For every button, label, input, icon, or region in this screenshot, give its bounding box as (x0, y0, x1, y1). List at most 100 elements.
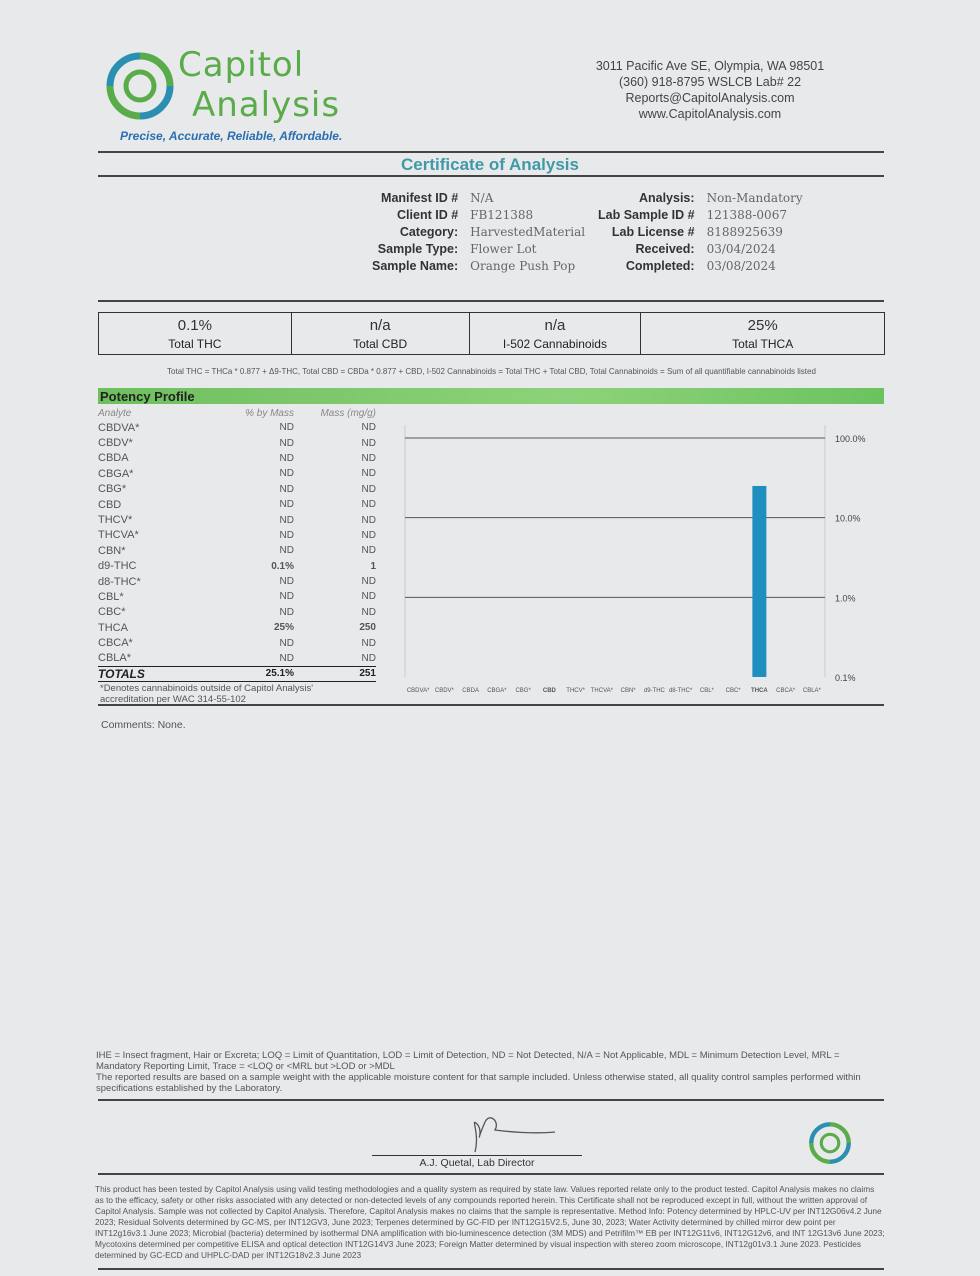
page-title: Certificate of Analysis (401, 155, 579, 174)
value-cell: ND (279, 468, 294, 480)
value-cell: 250 (359, 622, 376, 634)
divider (98, 1173, 884, 1175)
table-row: CBLA* ND ND (98, 651, 376, 666)
analyte-cell: CBG* (98, 483, 127, 496)
totals-cell: 251 (294, 665, 376, 683)
value-cell: ND (361, 545, 376, 557)
summary-label: Total CBD (353, 337, 408, 351)
x-tick-label: CBD (543, 688, 557, 694)
analyte-cell: CBDA (98, 452, 129, 465)
info-label: Manifest ID # (381, 191, 459, 205)
totals-cell: 25.1% (202, 665, 294, 683)
value-cell: ND (361, 576, 376, 588)
summary-cell: n/a Total CBD (292, 313, 470, 354)
potency-header: Potency Profile (98, 388, 884, 404)
signatory: A.J. Quetal, Lab Director (419, 1157, 535, 1169)
value-cell: ND (279, 545, 294, 557)
value-cell: ND (361, 652, 376, 664)
info-value: FB121388 (470, 208, 534, 222)
info-row: Manifest ID # N/A (366, 190, 591, 207)
y-tick-label: 1.0% (835, 593, 856, 603)
capitol-logo-small-icon (809, 1122, 851, 1164)
analyte-cell: CBN* (98, 544, 126, 557)
summary-value: n/a (544, 317, 566, 334)
x-tick-label: CBDA (462, 688, 479, 694)
table-row: THCVA* ND ND (98, 528, 376, 543)
value-cell: ND (279, 529, 294, 541)
info-row: Received: 03/04/2024 (592, 241, 809, 258)
info-row: Lab License # 8188925639 (592, 224, 809, 241)
table-row: CBG* ND ND (98, 482, 376, 497)
analyte-cell: CBLA* (98, 652, 132, 665)
analyte-cell: CBD (98, 498, 122, 511)
table-row: CBDV* ND ND (98, 435, 376, 450)
potency-table: Analyte% by Mass Mass (mg/g) CBDVA* ND ND CBD… (98, 406, 376, 683)
section-title: Potency Profile (100, 389, 195, 404)
summary-label: I-502 Cannabinoids (502, 337, 607, 351)
summary-label: Total THCA (732, 337, 794, 351)
phone-license: (360) 918-8795 WSLCB Lab# 22 (618, 75, 802, 89)
value-cell: ND (279, 437, 294, 449)
value-cell: ND (279, 637, 294, 649)
x-tick-label: CBC* (726, 688, 742, 694)
divider (98, 1268, 884, 1270)
table-row: CBD ND ND (98, 497, 376, 512)
value-cell: ND (361, 422, 376, 434)
info-label: Sample Name: (372, 259, 459, 273)
x-tick-label: CBG* (515, 688, 531, 694)
info-label: Lab Sample ID # (598, 208, 695, 222)
table-row: CBC* ND ND (98, 605, 376, 620)
value-cell: ND (361, 529, 376, 541)
x-tick-label: CBL* (700, 688, 715, 694)
info-label: Sample Type: (377, 242, 459, 256)
table-row: THCV* ND ND (98, 512, 376, 527)
summary-box: 0.1% Total THC n/a Total CBD n/a I-502 Cannab… (98, 312, 885, 355)
info-row: Lab Sample ID # 121388-0067 (592, 207, 809, 224)
value-cell: ND (279, 452, 294, 464)
table-row: d8-THC* ND ND (98, 574, 376, 589)
value-cell: ND (279, 576, 294, 588)
abbreviations: IHE = Insect fragment, Hair or Excreta; … (96, 1050, 840, 1072)
totals-cell: TOTALS (98, 665, 202, 683)
analyte-cell: CBGA* (98, 467, 134, 480)
x-tick-label: CBCA* (776, 688, 796, 694)
disclaimer: This product has been tested by Capitol … (95, 1184, 885, 1260)
x-tick-label: CBLA* (803, 688, 822, 694)
info-row: Sample Type: Flower Lot (366, 241, 591, 258)
divider (98, 300, 884, 302)
x-tick-label: d9-THC (644, 688, 666, 694)
sample-info-left: Manifest ID # N/A Client ID # FB121388 Categ… (366, 190, 591, 275)
value-cell: ND (361, 606, 376, 618)
table-row: THCA 25% 250 (98, 620, 376, 635)
info-value: 8188925639 (706, 225, 783, 239)
analyte-cell: THCV* (98, 514, 133, 527)
email: Reports@CapitolAnalysis.com (625, 91, 795, 105)
info-value: 03/04/2024 (706, 242, 776, 256)
summary-label: Total THC (168, 337, 222, 351)
info-value: Flower Lot (470, 242, 537, 256)
website: www.CapitolAnalysis.com (638, 107, 782, 121)
signature (473, 1117, 556, 1153)
formula-note: Total THC = THCa * 0.877 + Δ9-THC, Total… (167, 367, 816, 376)
value-cell: ND (279, 499, 294, 511)
column-header: Analyte (98, 407, 132, 419)
table-row: CBL* ND ND (98, 589, 376, 604)
info-row: Analysis: Non-Mandatory (592, 190, 809, 207)
signature-line (372, 1155, 582, 1156)
analyte-cell: d8-THC* (98, 575, 141, 588)
info-label: Category: (399, 225, 459, 239)
info-row: Client ID # FB121388 (366, 207, 591, 224)
y-tick-label: 10.0% (835, 514, 861, 524)
divider (98, 151, 884, 153)
analyte-cell: CBC* (98, 606, 126, 619)
x-tick-label: CBGA* (487, 688, 507, 694)
logo-text: Capitol (178, 45, 305, 85)
x-tick-label: CBDVA* (407, 688, 430, 694)
value-cell: ND (361, 452, 376, 464)
info-label: Received: (635, 242, 695, 256)
value-cell: ND (279, 606, 294, 618)
info-label: Analysis: (638, 191, 695, 205)
info-label: Lab License # (611, 225, 695, 239)
value-cell: ND (361, 637, 376, 649)
analyte-cell: THCA (98, 621, 128, 634)
